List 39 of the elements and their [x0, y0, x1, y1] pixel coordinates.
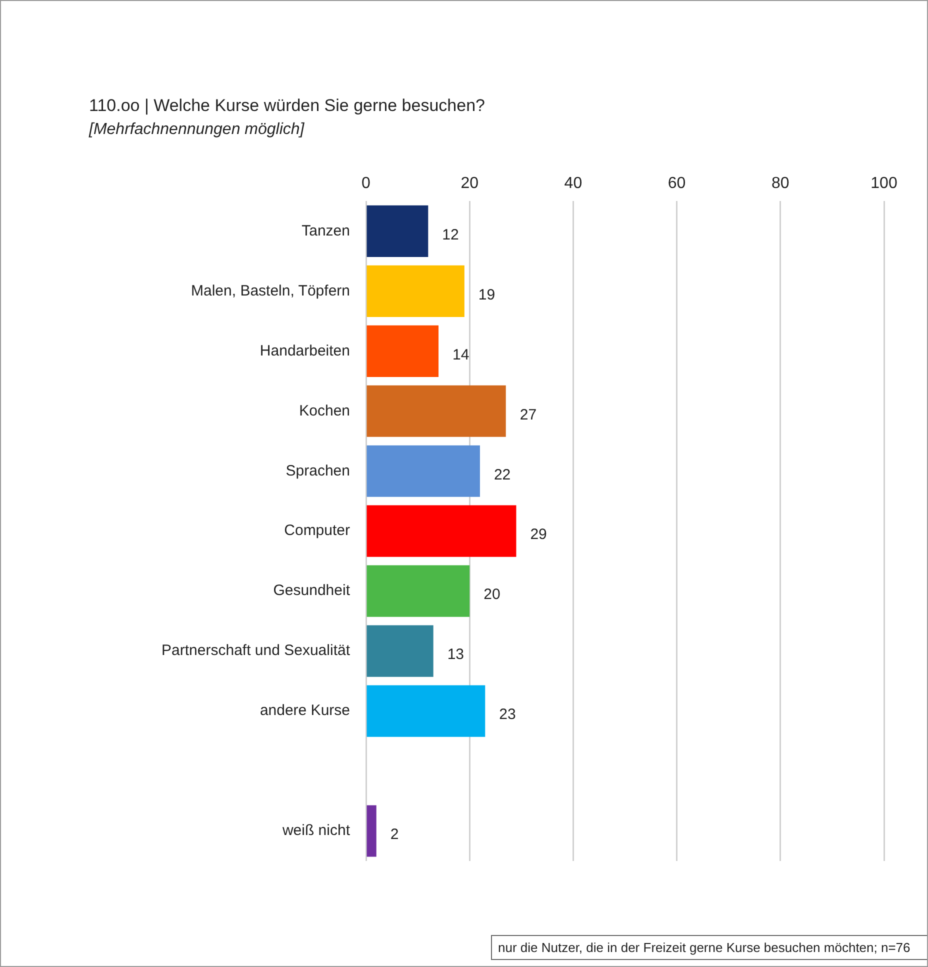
bar [366, 565, 470, 617]
text: nur die Nutzer, die in der Freizeit gerne Kurse besuchen möchten; n=76 [491, 935, 928, 960]
y-tick-label: Computer [284, 522, 350, 540]
y-tick-label: Sprachen [286, 462, 350, 480]
data-label: 23 [499, 706, 516, 724]
x-tick-label: 100 [870, 175, 898, 192]
bar [366, 385, 506, 437]
bar [366, 265, 464, 317]
text: [Mehrfachnennungen möglich] [89, 121, 304, 139]
bar [366, 325, 439, 377]
y-tick-label: Tanzen [302, 222, 350, 240]
y-tick-label: andere Kurse [260, 702, 350, 720]
data-label: 2 [390, 826, 399, 844]
data-label: 27 [520, 406, 537, 424]
data-label: 20 [484, 586, 500, 604]
bar [366, 505, 516, 557]
x-tick-label: 0 [362, 175, 371, 192]
data-label: 12 [442, 226, 459, 244]
data-label: 14 [452, 346, 470, 364]
bar [366, 685, 486, 737]
bar [366, 205, 428, 257]
y-tick-label: Kochen [299, 402, 350, 420]
data-label: 13 [447, 646, 464, 664]
bar [366, 805, 376, 857]
x-tick-label: 80 [772, 175, 790, 192]
x-tick-label: 20 [460, 175, 479, 192]
y-tick-label: weiß nicht [281, 822, 351, 840]
data-label: 19 [478, 286, 496, 304]
bar [366, 625, 434, 677]
x-tick-label: 40 [564, 175, 582, 192]
chart-title: 110.oo | Welche Kurse würden Sie gerne besuchen? [89, 96, 485, 116]
y-tick-label: Malen, Basteln, Töpfern [191, 282, 350, 300]
y-tick-label: Partnerschaft und Sexualität [162, 642, 351, 660]
x-tick-label: 60 [668, 175, 686, 192]
bar [366, 445, 480, 497]
y-tick-label: Gesundheit [273, 582, 351, 600]
data-label: 29 [530, 526, 547, 544]
data-label: 22 [494, 466, 511, 484]
y-tick-label: Handarbeiten [260, 342, 350, 360]
